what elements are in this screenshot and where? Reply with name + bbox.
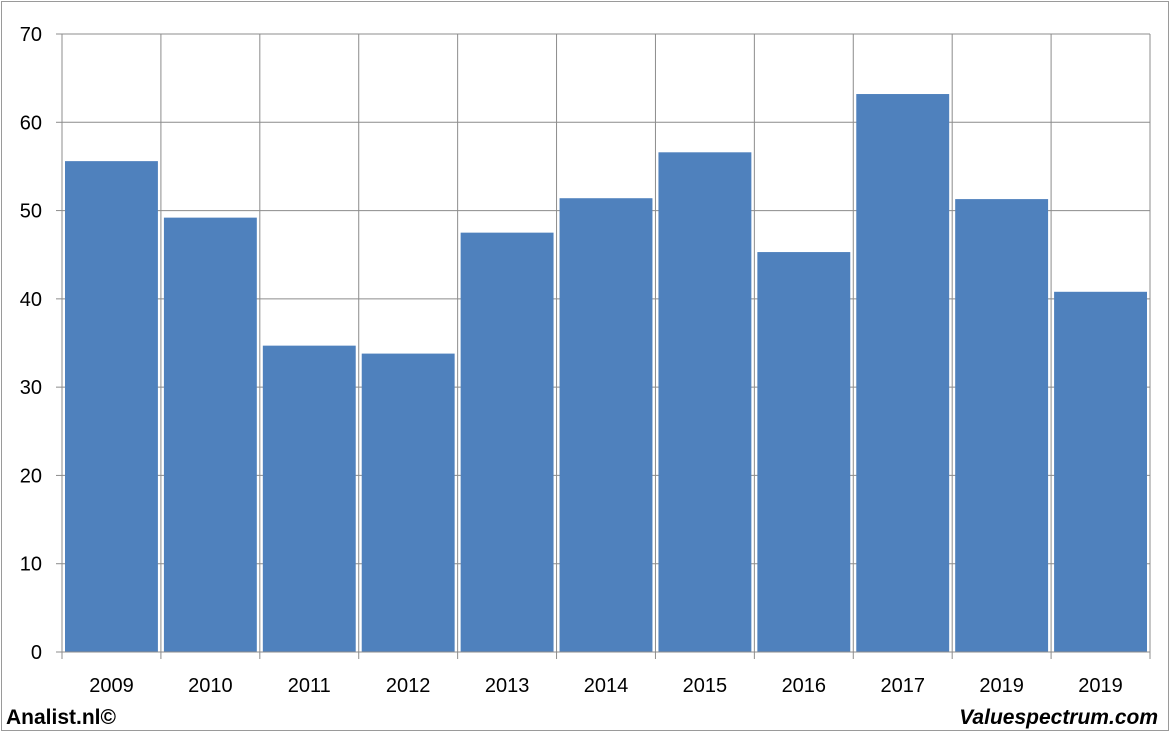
- x-tick-label: 2009: [89, 675, 134, 697]
- bar: [163, 217, 257, 653]
- bar: [757, 252, 851, 652]
- footer-source-left: Analist.nl©: [6, 706, 116, 729]
- axes: [56, 33, 1151, 659]
- bar: [361, 353, 455, 652]
- footer-source-right: Valuespectrum.com: [959, 706, 1158, 729]
- bar: [856, 94, 950, 652]
- bar: [262, 345, 356, 652]
- y-tick-label: 0: [31, 642, 42, 664]
- x-tick-label: 2012: [386, 675, 431, 697]
- x-tick-label: 2010: [188, 675, 233, 697]
- bar: [460, 232, 554, 652]
- bar: [559, 198, 653, 652]
- x-tick-label: 2013: [485, 675, 530, 697]
- x-tick-label: 2011: [288, 675, 331, 697]
- x-tick-label: 2014: [584, 675, 629, 697]
- bar: [1054, 291, 1147, 652]
- y-tick-label: 20: [20, 465, 42, 487]
- y-tick-label: 70: [20, 24, 42, 46]
- bar: [65, 161, 158, 653]
- y-tick-label: 40: [20, 289, 42, 311]
- x-tick-label: 2017: [880, 675, 925, 697]
- y-tick-label: 10: [20, 554, 42, 576]
- x-tick-label: 2016: [782, 675, 827, 697]
- y-tick-label: 60: [20, 112, 42, 134]
- x-tick-label: 2019: [979, 675, 1024, 697]
- y-tick-label: 30: [20, 377, 42, 399]
- bar: [658, 152, 752, 652]
- bar: [955, 199, 1049, 652]
- tick-labels: 0 10 20 30 40 50 60 70 2009 2010 2011 2012 2013 2014 2…: [20, 24, 1123, 697]
- bars: [65, 94, 1147, 653]
- x-tick-label: 2019: [1078, 675, 1123, 697]
- y-tick-label: 50: [20, 201, 42, 223]
- x-tick-label: 2015: [683, 675, 728, 697]
